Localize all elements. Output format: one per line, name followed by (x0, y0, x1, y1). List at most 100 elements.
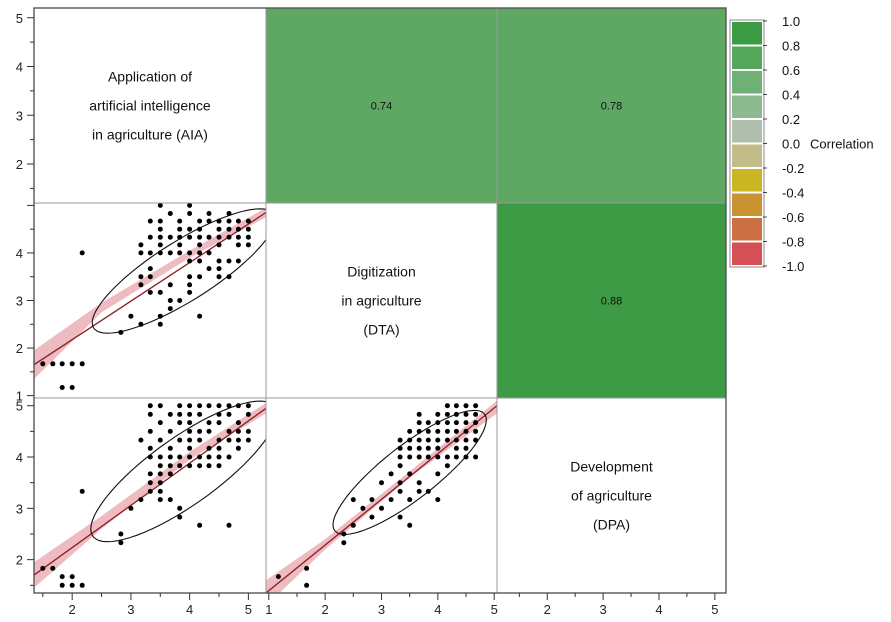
data-point (197, 274, 203, 280)
density-ellipse (90, 400, 266, 543)
data-point (435, 437, 441, 443)
data-point (187, 250, 193, 256)
data-point (197, 258, 203, 264)
x-tick-label: 3 (600, 602, 607, 617)
x-tick-label: 3 (127, 602, 134, 617)
data-point (304, 582, 310, 588)
data-point (147, 234, 153, 240)
data-point (435, 411, 441, 417)
legend-swatch (732, 46, 762, 69)
data-point (128, 505, 134, 511)
data-point (416, 411, 422, 417)
data-point (473, 403, 479, 409)
data-point (197, 313, 203, 319)
data-point (197, 428, 203, 434)
data-point (167, 411, 173, 417)
data-point (226, 403, 232, 409)
data-point (206, 463, 212, 469)
legend-tick-label: -1.0 (782, 259, 804, 274)
data-point (453, 428, 459, 434)
data-point (187, 211, 193, 216)
data-point (138, 250, 144, 256)
data-point (397, 488, 403, 494)
data-point (118, 540, 124, 546)
data-point (79, 582, 85, 588)
data-point (147, 471, 153, 477)
data-point (167, 211, 173, 216)
x-tick-label: 2 (544, 602, 551, 617)
data-point (138, 437, 144, 443)
data-point (216, 274, 222, 280)
data-point (235, 218, 241, 224)
data-point (245, 403, 251, 409)
data-point (216, 420, 222, 426)
x-tick-label: 4 (434, 602, 441, 617)
variable-label-dta: in agriculture (341, 293, 421, 309)
legend-tick-label: 0.4 (782, 88, 800, 103)
data-point (138, 242, 144, 248)
data-point (463, 428, 469, 434)
data-point (206, 403, 212, 409)
data-point (187, 203, 193, 208)
data-point (216, 266, 222, 272)
data-point (177, 242, 183, 248)
data-point (341, 531, 347, 537)
data-point (245, 218, 251, 224)
legend-swatch (732, 218, 762, 241)
x-tick-label: 2 (69, 602, 76, 617)
data-point (245, 437, 251, 443)
data-point (206, 428, 212, 434)
scatter-panel-dta-dpa (266, 400, 497, 593)
data-point (187, 274, 193, 280)
data-point (206, 266, 212, 272)
data-point (407, 471, 413, 477)
data-point (167, 471, 173, 477)
correlation-value: 0.78 (601, 101, 622, 113)
data-point (341, 540, 347, 546)
data-point (425, 445, 431, 451)
data-point (435, 420, 441, 426)
data-point (397, 437, 403, 443)
y-tick-label: 2 (16, 157, 23, 172)
data-point (197, 454, 203, 460)
density-ellipse (332, 409, 487, 535)
data-point (167, 428, 173, 434)
data-point (167, 454, 173, 460)
data-point (147, 289, 153, 295)
data-point (407, 437, 413, 443)
x-tick-label: 5 (491, 602, 498, 617)
data-point (157, 321, 163, 327)
data-point (147, 266, 153, 272)
confidence-band (34, 403, 266, 588)
data-point (369, 514, 375, 520)
data-point (69, 574, 75, 580)
legend-title: Correlation (810, 137, 874, 152)
data-point (177, 454, 183, 460)
data-point (473, 420, 479, 426)
data-point (206, 218, 212, 224)
data-point (157, 250, 163, 256)
data-point (226, 211, 232, 216)
data-point (79, 361, 85, 367)
data-point (147, 454, 153, 460)
data-point (206, 445, 212, 451)
data-point (147, 218, 153, 224)
x-tick-label: 1 (265, 602, 272, 617)
legend-swatch (732, 144, 762, 167)
data-point (435, 445, 441, 451)
data-point (397, 480, 403, 486)
data-point (197, 403, 203, 409)
data-point (216, 411, 222, 417)
data-point (235, 234, 241, 240)
data-point (177, 437, 183, 443)
x-tick-label: 5 (245, 602, 252, 617)
data-point (177, 505, 183, 511)
data-point (425, 488, 431, 494)
data-point (216, 234, 222, 240)
data-point (138, 274, 144, 280)
legend-tick-label: 0.8 (782, 39, 800, 54)
scatter-panel-aia-dpa (34, 400, 266, 588)
data-point (245, 242, 251, 248)
confidence-band (34, 207, 266, 379)
y-tick-label: 2 (16, 553, 23, 568)
